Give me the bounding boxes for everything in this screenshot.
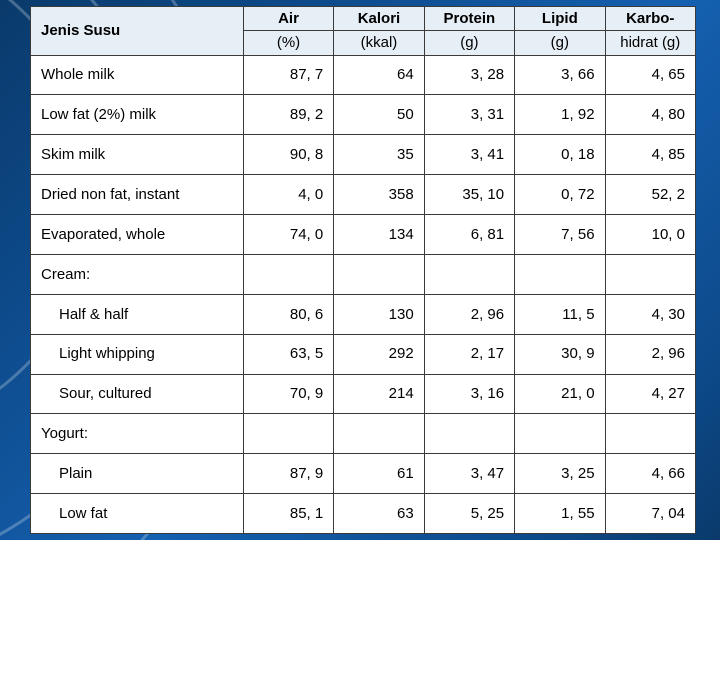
cell-value: 358 [334, 175, 424, 215]
cell-value: 5, 25 [424, 494, 514, 534]
row-label: Light whipping [31, 334, 244, 374]
cell-value: 11, 5 [515, 294, 605, 334]
cell-value: 21, 0 [515, 374, 605, 414]
cell-value: 1, 55 [515, 494, 605, 534]
cell-value: 4, 66 [605, 454, 695, 494]
cell-value: 87, 9 [243, 454, 333, 494]
cell-value [243, 254, 333, 294]
header-unit: (g) [515, 31, 605, 55]
cell-value: 130 [334, 294, 424, 334]
cell-value: 30, 9 [515, 334, 605, 374]
table-header: Jenis Susu Air Kalori Protein Lipid Karb… [31, 7, 696, 56]
row-label: Skim milk [31, 135, 244, 175]
header-unit: (kkal) [334, 31, 424, 55]
header-col: Protein [424, 7, 514, 31]
cell-value: 3, 31 [424, 95, 514, 135]
cell-value [605, 254, 695, 294]
nutrition-table: Jenis Susu Air Kalori Protein Lipid Karb… [30, 6, 696, 534]
cell-value: 4, 30 [605, 294, 695, 334]
cell-value [334, 254, 424, 294]
table-row: Whole milk87, 7643, 283, 664, 65 [31, 55, 696, 95]
cell-value: 90, 8 [243, 135, 333, 175]
cell-value: 2, 96 [424, 294, 514, 334]
cell-value: 50 [334, 95, 424, 135]
row-label: Evaporated, whole [31, 215, 244, 255]
cell-value: 2, 17 [424, 334, 514, 374]
cell-value: 3, 66 [515, 55, 605, 95]
table-body: Whole milk87, 7643, 283, 664, 65Low fat … [31, 55, 696, 534]
row-label: Half & half [31, 294, 244, 334]
cell-value: 4, 27 [605, 374, 695, 414]
row-label: Low fat [31, 494, 244, 534]
cell-value: 7, 56 [515, 215, 605, 255]
cell-value: 0, 18 [515, 135, 605, 175]
cell-value: 4, 65 [605, 55, 695, 95]
cell-value: 7, 04 [605, 494, 695, 534]
cell-value: 6, 81 [424, 215, 514, 255]
cell-value: 63 [334, 494, 424, 534]
header-col: Lipid [515, 7, 605, 31]
cell-value: 292 [334, 334, 424, 374]
table-row: Light whipping63, 52922, 1730, 92, 96 [31, 334, 696, 374]
header-col: Air [243, 7, 333, 31]
cell-value: 35, 10 [424, 175, 514, 215]
row-label: Dried non fat, instant [31, 175, 244, 215]
cell-value [515, 414, 605, 454]
header-col: Kalori [334, 7, 424, 31]
table-row: Cream: [31, 254, 696, 294]
cell-value: 61 [334, 454, 424, 494]
cell-value: 63, 5 [243, 334, 333, 374]
nutrition-table-container: Jenis Susu Air Kalori Protein Lipid Karb… [30, 6, 696, 534]
cell-value: 3, 47 [424, 454, 514, 494]
row-label: Cream: [31, 254, 244, 294]
cell-value [424, 254, 514, 294]
row-label: Sour, cultured [31, 374, 244, 414]
cell-value: 4, 85 [605, 135, 695, 175]
cell-value: 4, 0 [243, 175, 333, 215]
header-col: Karbo- [605, 7, 695, 31]
table-row: Yogurt: [31, 414, 696, 454]
row-label: Yogurt: [31, 414, 244, 454]
cell-value: 74, 0 [243, 215, 333, 255]
cell-value: 85, 1 [243, 494, 333, 534]
cell-value [243, 414, 333, 454]
row-label: Whole milk [31, 55, 244, 95]
header-unit: hidrat (g) [605, 31, 695, 55]
cell-value: 4, 80 [605, 95, 695, 135]
table-row: Plain87, 9613, 473, 254, 66 [31, 454, 696, 494]
cell-value [424, 414, 514, 454]
cell-value [334, 414, 424, 454]
cell-value [515, 254, 605, 294]
cell-value: 35 [334, 135, 424, 175]
cell-value: 0, 72 [515, 175, 605, 215]
row-label: Plain [31, 454, 244, 494]
table-row: Dried non fat, instant4, 035835, 100, 72… [31, 175, 696, 215]
header-unit: (g) [424, 31, 514, 55]
cell-value: 1, 92 [515, 95, 605, 135]
table-row: Low fat85, 1635, 251, 557, 04 [31, 494, 696, 534]
cell-value: 3, 16 [424, 374, 514, 414]
cell-value: 87, 7 [243, 55, 333, 95]
cell-value: 10, 0 [605, 215, 695, 255]
cell-value: 70, 9 [243, 374, 333, 414]
cell-value: 89, 2 [243, 95, 333, 135]
row-label: Low fat (2%) milk [31, 95, 244, 135]
cell-value: 3, 28 [424, 55, 514, 95]
table-row: Low fat (2%) milk89, 2503, 311, 924, 80 [31, 95, 696, 135]
table-row: Half & half80, 61302, 9611, 54, 30 [31, 294, 696, 334]
cell-value: 52, 2 [605, 175, 695, 215]
cell-value: 2, 96 [605, 334, 695, 374]
header-unit: (%) [243, 31, 333, 55]
cell-value: 3, 41 [424, 135, 514, 175]
cell-value: 214 [334, 374, 424, 414]
header-row-label: Jenis Susu [31, 7, 244, 56]
table-row: Evaporated, whole74, 01346, 817, 5610, 0 [31, 215, 696, 255]
cell-value: 3, 25 [515, 454, 605, 494]
cell-value: 134 [334, 215, 424, 255]
cell-value: 80, 6 [243, 294, 333, 334]
table-row: Skim milk90, 8353, 410, 184, 85 [31, 135, 696, 175]
table-row: Sour, cultured70, 92143, 1621, 04, 27 [31, 374, 696, 414]
cell-value [605, 414, 695, 454]
cell-value: 64 [334, 55, 424, 95]
